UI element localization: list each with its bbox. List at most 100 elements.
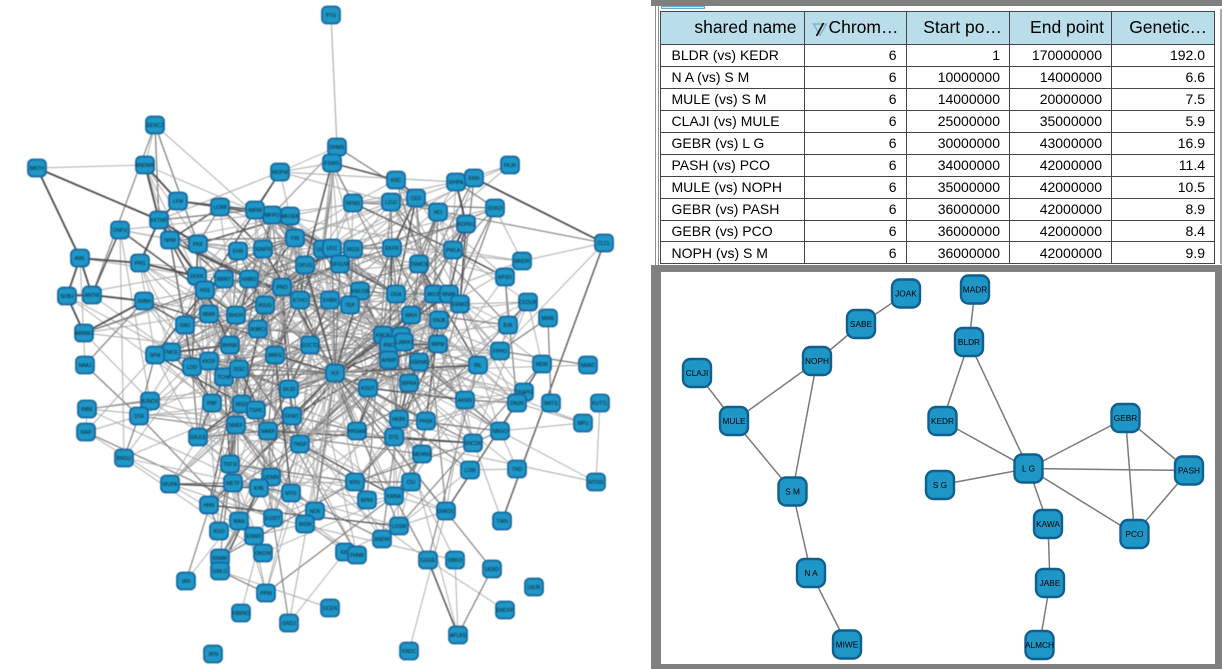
svg-text:MPU: MPU (577, 421, 589, 427)
svg-text:TKAPG: TKAPG (516, 390, 533, 396)
svg-text:FSWG: FSWG (325, 161, 340, 167)
svg-text:HSRWE: HSRWE (410, 360, 429, 366)
svg-text:MIWE: MIWE (836, 640, 859, 650)
svg-text:MNDR: MNDR (515, 259, 530, 265)
svg-text:GNDJ: GNDJ (282, 621, 296, 627)
svg-text:MKTH: MKTH (30, 166, 45, 172)
svg-text:LCBB: LCBB (213, 205, 227, 211)
svg-text:UCC: UCC (327, 246, 338, 252)
svg-text:FPHO: FPHO (493, 349, 507, 355)
svg-text:ANDW: ANDW (374, 537, 390, 543)
svg-text:SPM: SPM (150, 353, 161, 359)
svg-text:LDD: LDD (187, 365, 197, 371)
svg-text:TNGP: TNGP (293, 442, 308, 448)
svg-text:OFUS: OFUS (298, 263, 313, 269)
svg-text:NMAC: NMAC (581, 363, 596, 369)
svg-text:KUTTL: KUTTL (592, 401, 608, 407)
svg-text:DNJN: DNJN (510, 401, 524, 407)
svg-text:FKJK: FKJK (504, 163, 517, 169)
svg-text:JABE: JABE (1040, 578, 1061, 588)
svg-text:BHNM: BHNM (223, 343, 238, 349)
svg-text:MKOEK: MKOEK (281, 214, 300, 220)
svg-text:DHMS: DHMS (330, 145, 345, 151)
svg-text:FBBNO: FBBNO (232, 611, 249, 617)
svg-text:JOAK: JOAK (895, 289, 917, 299)
svg-text:IGNFN: IGNFN (255, 247, 271, 253)
svg-text:CLAJI: CLAJI (686, 368, 709, 378)
svg-text:HCI: HCI (434, 210, 443, 216)
svg-text:ONFU: ONFU (113, 228, 128, 234)
svg-text:FHNB: FHNB (350, 553, 364, 559)
svg-text:MIPM: MIPM (431, 342, 444, 348)
svg-text:TIAN: TIAN (496, 519, 508, 525)
svg-text:NMEF: NMEF (229, 423, 243, 429)
svg-text:FMCE: FMCE (164, 350, 179, 356)
svg-text:CLCL: CLCL (598, 241, 611, 247)
svg-text:BPMI: BPMI (361, 498, 373, 504)
svg-text:AHWP: AHWP (382, 358, 398, 364)
svg-text:S G: S G (933, 480, 947, 490)
svg-text:OBKO: OBKO (448, 558, 463, 564)
svg-text:PBP: PBP (207, 401, 218, 407)
svg-text:EHBR: EHBR (323, 298, 337, 304)
svg-text:ENN: ENN (469, 176, 480, 182)
svg-text:PTG: PTG (326, 13, 336, 19)
svg-text:MSDI: MSDI (236, 402, 249, 408)
svg-text:BJNCK: BJNCK (142, 399, 159, 405)
svg-text:MAN: MAN (233, 519, 245, 525)
svg-text:GMLG: GMLG (213, 569, 228, 575)
svg-text:KIG: KIG (341, 550, 350, 556)
svg-text:AWL: AWL (75, 256, 86, 262)
svg-text:SOBJ: SOBJ (60, 294, 74, 300)
svg-text:MFPO: MFPO (265, 213, 280, 219)
svg-text:KMNA: KMNA (387, 494, 402, 500)
svg-text:N A: N A (804, 568, 818, 578)
svg-text:NNDWK: NNDWK (136, 163, 156, 169)
svg-text:SKJD: SKJD (283, 387, 296, 393)
svg-text:KWLGB: KWLGB (351, 289, 370, 295)
svg-text:BHOH: BHOH (229, 313, 244, 319)
svg-text:INBE: INBE (81, 407, 93, 413)
svg-text:KNC: KNC (391, 178, 402, 184)
svg-text:KNMK: KNMK (213, 556, 228, 562)
svg-text:SABE: SABE (850, 319, 873, 329)
svg-text:MEHNG: MEHNG (413, 452, 432, 458)
svg-text:KKDF: KKDF (202, 359, 215, 365)
svg-text:TNMCN: TNMCN (410, 262, 428, 268)
svg-text:AKMS: AKMS (458, 398, 473, 404)
svg-text:SNJB: SNJB (433, 318, 446, 324)
svg-text:MULE: MULE (722, 416, 746, 426)
svg-text:JSSC: JSSC (233, 367, 246, 373)
svg-text:DOKD: DOKD (488, 206, 503, 212)
svg-text:PWLA: PWLA (446, 248, 461, 254)
svg-text:EKKK: EKKK (190, 274, 204, 280)
svg-text:PCO: PCO (1126, 529, 1145, 539)
svg-text:TNTJI: TNTJI (223, 462, 237, 468)
svg-text:UDMN: UDMN (264, 475, 279, 481)
svg-text:TND: TND (512, 467, 523, 473)
svg-text:TCHB: TCHB (217, 375, 231, 381)
svg-text:BRFS: BRFS (268, 353, 282, 359)
svg-text:LDJJ: LDJJ (385, 200, 397, 206)
svg-text:ANBCI: ANBCI (250, 327, 265, 333)
svg-text:NHM: NHM (164, 238, 175, 244)
svg-text:NCK: NCK (310, 509, 321, 515)
svg-text:BNGU: BNGU (117, 456, 132, 462)
svg-text:EENCJ: EENCJ (147, 123, 164, 129)
svg-text:CEDUR: CEDUR (519, 300, 537, 306)
svg-text:IMITG: IMITG (544, 401, 558, 407)
svg-text:IAN: IAN (182, 579, 191, 585)
svg-text:PHSK: PHSK (419, 419, 433, 425)
svg-text:FFWT: FFWT (285, 414, 299, 420)
svg-text:KAWA: KAWA (1036, 519, 1060, 529)
svg-text:PKE: PKE (193, 242, 204, 248)
svg-text:WHPA: WHPA (449, 180, 464, 186)
svg-text:NBGO: NBGO (493, 429, 508, 435)
svg-text:EGIDT: EGIDT (265, 516, 280, 522)
svg-text:KGO: KGO (213, 529, 224, 535)
svg-text:MTG: MTG (285, 491, 296, 497)
svg-text:GRJLE: GRJLE (190, 435, 207, 441)
svg-text:IKIUG: IKIUG (258, 303, 272, 309)
svg-text:MADR: MADR (963, 285, 987, 295)
svg-text:KNDC: KNDC (402, 649, 417, 655)
